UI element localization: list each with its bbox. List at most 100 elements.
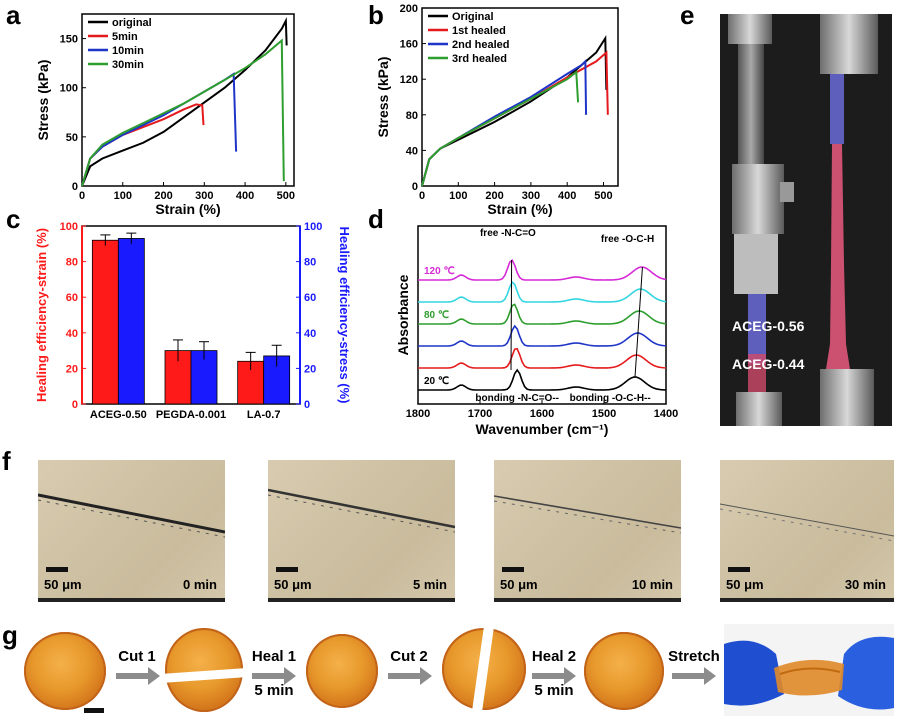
legend-label: 3rd healed (452, 53, 507, 65)
plot-frame (421, 7, 619, 187)
crack-line (494, 495, 681, 534)
stretch-photo (724, 624, 894, 716)
scale-bar (728, 567, 750, 572)
panel-label-a: a (6, 0, 21, 30)
crack-line (38, 493, 225, 538)
series-line-30min (81, 38, 285, 187)
y-axis-label: Healing efficiency-strain (%) (34, 228, 49, 402)
scale-label: 50 μm (274, 577, 312, 592)
y2-tick-label: 60 (304, 292, 316, 304)
bar-stress (117, 238, 145, 405)
x-tick-label: 0 (79, 190, 85, 202)
legend-label: 5min (112, 31, 138, 43)
x-tick-label: 500 (594, 190, 612, 202)
panel-label-f: f (2, 446, 11, 476)
x-tick-label: 1800 (406, 408, 430, 420)
sample-disc-healed-2 (584, 632, 664, 710)
series-line-3rd-healed (421, 70, 580, 187)
scale-label: 50 μm (500, 577, 538, 592)
x-tick-label: 1600 (530, 408, 554, 420)
legend-label: 30min (112, 59, 144, 71)
annotation-free-och: free -O-C-H (601, 234, 654, 245)
y-tick-label: 0 (72, 399, 78, 411)
y2-tick-label: 100 (304, 221, 322, 233)
x-tick-label: 1700 (468, 408, 492, 420)
tensile-test-photo: ACEG-0.56 ACEG-0.44 (720, 14, 892, 426)
x-tick-label: 400 (236, 190, 254, 202)
y-axis-label: Stress (kPa) (375, 57, 391, 138)
y2-tick-label: 80 (304, 257, 316, 269)
time-label: 30 min (844, 577, 886, 592)
step-cut-2: Cut 2 (390, 648, 428, 665)
y-tick-label: 80 (66, 257, 78, 269)
y2-tick-label: 40 (304, 328, 316, 340)
y-axis-label: Stress (kPa) (35, 60, 51, 141)
chart-a-stress-strain: 0 100 200 300 400 500 0 50 100 150 Strain (%) Stres… (35, 13, 295, 217)
micrograph-5min: 50 μm 5 min (268, 460, 455, 602)
annotation-bond-och: bonding -O-C-H-- (570, 393, 651, 404)
step-heal-2-time: 5 min (534, 682, 574, 699)
spectrum-120 (418, 259, 667, 281)
label-aceg-056: ACEG-0.56 (732, 318, 805, 334)
y-tick-label: 40 (66, 328, 78, 340)
step-stretch: Stretch (668, 648, 720, 665)
legend-label: 2nd healed (452, 39, 509, 51)
y-tick-label: 20 (66, 363, 78, 375)
y2-tick-label: 20 (304, 363, 316, 375)
sample-disc-healed-1 (306, 634, 378, 708)
legend-label: original (112, 17, 152, 29)
plot-frame (81, 13, 295, 187)
y-tick-label: 100 (60, 83, 78, 95)
temp-label-high: 120 ℃ (424, 266, 455, 277)
y-tick-label: 200 (400, 3, 418, 15)
y-tick-label: 150 (60, 34, 78, 46)
series-line-original (81, 17, 288, 187)
micrograph-30min: 50 μm 30 min (720, 460, 894, 602)
crack-line (720, 503, 894, 542)
plot-frame (417, 225, 667, 405)
scale-bar-g (84, 708, 104, 713)
time-label: 10 min (631, 577, 673, 592)
x-tick-label: 1500 (592, 408, 616, 420)
step-heal-1-time: 5 min (254, 682, 294, 699)
category-label: PEGDA-0.001 (156, 409, 226, 421)
series-line-10min (81, 72, 238, 187)
y2-axis-label: Healing efficiency-stress (%) (337, 226, 352, 403)
x-axis-label: Wavenumber (cm⁻¹) (476, 421, 609, 437)
shift-line-och (634, 266, 643, 378)
x-axis-label: Strain (%) (487, 201, 552, 217)
y-tick-label: 80 (406, 110, 418, 122)
x-tick-label: 300 (522, 190, 540, 202)
scale-bar (276, 567, 298, 572)
x-tick-label: 200 (485, 190, 503, 202)
y-tick-label: 60 (66, 292, 78, 304)
scale-bar (502, 567, 524, 572)
x-tick-label: 0 (419, 190, 425, 202)
crack-line (268, 488, 455, 533)
legend-label: 10min (112, 45, 144, 57)
temp-label-low: 20 ℃ (424, 376, 449, 387)
y-axis-label: Absorbance (395, 274, 411, 355)
series-line-original (421, 34, 608, 187)
micrograph-10min: 50 μm 10 min (494, 460, 681, 602)
y2-tick-label: 0 (304, 399, 310, 411)
annotation-free-nco: free -N-C=O (480, 228, 536, 239)
panel-label-g: g (2, 620, 18, 650)
temp-label-mid: 80 ℃ (424, 310, 449, 321)
spectrum-20 (418, 368, 667, 391)
time-label: 5 min (413, 577, 447, 592)
chart-c-healing-efficiency: 0 0 20 20 40 40 60 60 80 80 100 100 Healing efficien… (34, 221, 352, 421)
bar-strain (91, 239, 119, 405)
y-tick-label: 0 (72, 181, 78, 193)
step-cut-1: Cut 1 (118, 648, 156, 665)
tensile-rig-drawing (728, 14, 878, 426)
stretch-hands-drawing (724, 636, 894, 710)
panel-label-c: c (6, 204, 21, 234)
spectrum-35 (418, 347, 667, 369)
chart-d-ftir: 1800 1700 1600 1500 1400 Wavenumber (cm⁻¹) Abs… (395, 225, 678, 437)
y-tick-label: 160 (400, 39, 418, 51)
series-line-1st-healed (421, 50, 609, 187)
x-tick-label: 100 (114, 190, 132, 202)
panel-label-b: b (368, 0, 384, 30)
x-tick-label: 400 (558, 190, 576, 202)
